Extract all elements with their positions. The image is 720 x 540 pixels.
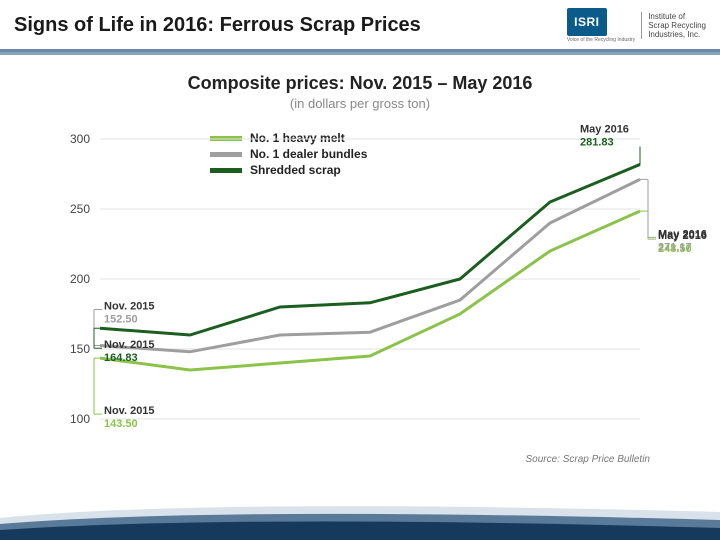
callout-value: 152.50	[104, 314, 138, 326]
chart-callout: Nov. 2015164.83	[94, 328, 155, 364]
series-line	[100, 164, 640, 335]
callout-value: 164.83	[104, 352, 138, 364]
callout-value: 281.83	[580, 136, 614, 148]
slide-header: Signs of Life in 2016: Ferrous Scrap Pri…	[0, 0, 720, 49]
callout-date: May 2016	[658, 228, 707, 240]
callout-date: Nov. 2015	[104, 339, 155, 351]
header-divider	[0, 49, 720, 55]
series-line	[100, 211, 640, 370]
chart-source: Source: Scrap Price Bulletin	[525, 454, 650, 465]
chart-subtitle: (in dollars per gross ton)	[40, 96, 680, 111]
callout-date: Nov. 2015	[104, 405, 155, 417]
y-tick-label: 300	[70, 132, 90, 146]
logo-line: Industries, Inc.	[648, 30, 706, 39]
callout-date: Nov. 2015	[104, 301, 155, 313]
isri-logo: ISRI Voice of the Recycling Industry Ins…	[567, 8, 706, 43]
chart-callout: May 2016281.83	[580, 123, 640, 164]
callout-date: May 2016	[580, 123, 629, 135]
logo-sub: Voice of the Recycling Industry	[567, 37, 635, 43]
chart-title: Composite prices: Nov. 2015 – May 2016	[40, 73, 680, 94]
callout-value: 271.17	[658, 241, 692, 253]
y-tick-label: 100	[70, 412, 90, 426]
callout-value: 143.50	[104, 418, 138, 430]
chart-plot: 100150200250300Nov. 2015152.50Nov. 20151…	[100, 139, 640, 419]
chart-callout: May 2016271.17	[640, 179, 707, 253]
logo-line: Scrap Recycling	[648, 21, 706, 30]
page-title: Signs of Life in 2016: Ferrous Scrap Pri…	[14, 14, 421, 37]
series-line	[100, 179, 640, 351]
logo-badge-icon: ISRI	[567, 8, 607, 36]
chart-container: Composite prices: Nov. 2015 – May 2016 (…	[40, 73, 680, 473]
y-tick-label: 200	[70, 272, 90, 286]
chart-gridlines	[100, 139, 640, 419]
logo-line: Institute of	[648, 12, 706, 21]
logo-text: Institute of Scrap Recycling Industries,…	[641, 12, 706, 40]
y-tick-label: 250	[70, 202, 90, 216]
y-tick-label: 150	[70, 342, 90, 356]
footer-band	[0, 498, 720, 540]
